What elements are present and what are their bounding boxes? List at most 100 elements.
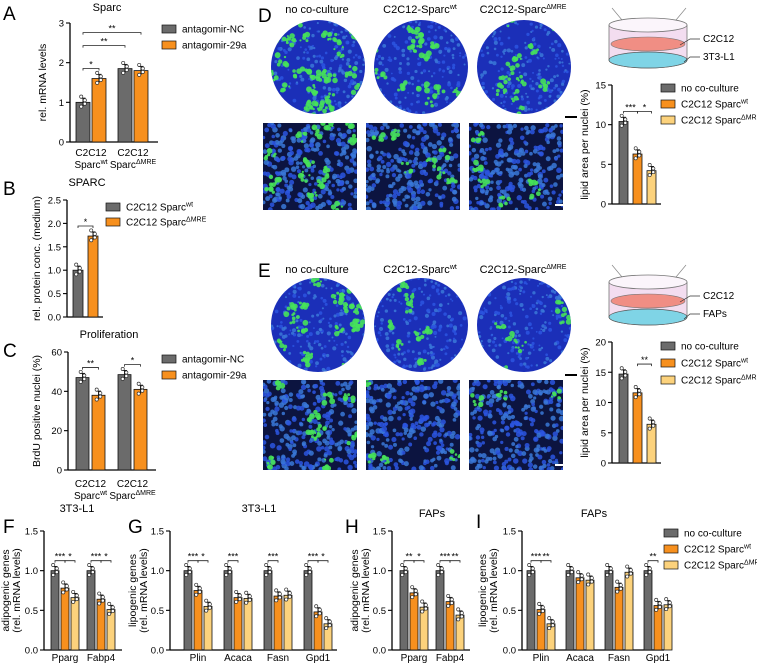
nucleus (396, 200, 402, 207)
nucleus (317, 203, 324, 210)
nucleus (426, 386, 431, 391)
bar (117, 374, 132, 471)
nucleus (478, 350, 482, 354)
lipid-droplet (442, 171, 446, 175)
nucleus (296, 169, 301, 174)
nucleus (263, 423, 268, 427)
data-point (327, 619, 332, 624)
nucleus (419, 414, 425, 420)
nucleus (385, 174, 390, 179)
nucleus (444, 294, 448, 298)
nucleus (342, 149, 346, 154)
lipid-droplet (529, 197, 532, 200)
nucleus (378, 61, 383, 66)
nucleus (512, 458, 519, 464)
lipid-droplet (415, 335, 422, 342)
nucleus (528, 458, 533, 463)
nucleus (477, 292, 480, 297)
lipid-droplet (559, 25, 564, 31)
nucleus (538, 404, 544, 409)
nucleus (265, 406, 270, 411)
lipid-droplet (480, 184, 484, 189)
nucleus (409, 278, 413, 281)
nucleus (382, 110, 386, 114)
lipid-droplet (347, 393, 351, 397)
lipid-droplet (278, 281, 284, 287)
lipid-droplet (308, 174, 311, 177)
nucleus (560, 57, 563, 60)
nucleus (431, 312, 436, 317)
zoomed-micrograph (366, 380, 460, 470)
nucleus (303, 403, 309, 409)
y-tick-label: 10 (595, 398, 606, 409)
nucleus (347, 84, 352, 89)
nucleus (407, 340, 411, 344)
lipid-droplet (554, 308, 561, 314)
nucleus (274, 357, 277, 360)
nucleus (465, 52, 468, 54)
nucleus (492, 61, 497, 66)
data-point (237, 593, 242, 598)
nucleus (479, 315, 484, 320)
nucleus (507, 287, 511, 292)
nucleus (310, 63, 315, 68)
data-point (107, 611, 112, 616)
nucleus (499, 306, 504, 310)
nucleus (441, 132, 447, 138)
nucleus (288, 160, 294, 166)
nucleus (404, 96, 407, 99)
data-point (647, 570, 652, 575)
lipid-droplet (436, 168, 440, 172)
nucleus (416, 424, 422, 430)
nucleus (301, 435, 306, 440)
nucleus (506, 292, 511, 297)
nucleus (374, 325, 377, 328)
nucleus (473, 123, 478, 127)
nucleus (450, 465, 456, 470)
nucleus (276, 20, 280, 22)
lipid-droplet (272, 34, 277, 39)
nucleus (349, 380, 354, 385)
lipid-droplet (473, 159, 479, 166)
lipid-droplet (409, 294, 415, 299)
nucleus (281, 27, 284, 30)
nucleus (381, 29, 385, 33)
lipid-droplet (395, 132, 401, 138)
nucleus (451, 53, 455, 57)
nucleus (490, 22, 494, 26)
lipid-droplet (407, 45, 412, 51)
lipid-droplet (453, 88, 458, 94)
nucleus (477, 110, 482, 114)
nucleus (478, 335, 482, 338)
nucleus (445, 41, 449, 44)
nucleus (427, 436, 433, 442)
lipid-droplet (400, 342, 404, 346)
dish-handle (611, 7, 623, 21)
nucleus (326, 144, 330, 149)
nucleus (499, 320, 504, 325)
nucleus (451, 278, 454, 281)
nucleus (499, 41, 504, 46)
lipid-droplet (506, 196, 511, 202)
data-point (234, 589, 239, 594)
nucleus (509, 311, 513, 315)
nucleus (321, 307, 324, 310)
nucleus (525, 389, 531, 395)
lipid-droplet (444, 154, 451, 161)
nucleus (347, 202, 352, 207)
data-point (204, 598, 209, 603)
data-point (194, 582, 199, 587)
lipid-droplet (374, 93, 377, 96)
nucleus (272, 164, 278, 170)
x-tick-label: C2C12 (117, 148, 149, 159)
lipid-droplet (327, 118, 331, 122)
nucleus (507, 144, 514, 150)
lipid-droplet (314, 76, 317, 79)
nucleus (548, 458, 553, 464)
nucleus (421, 162, 427, 168)
data-point (651, 423, 656, 428)
nucleus (280, 321, 283, 324)
lipid-droplet (271, 106, 273, 110)
nucleus (346, 403, 351, 408)
nucleus (444, 461, 449, 466)
